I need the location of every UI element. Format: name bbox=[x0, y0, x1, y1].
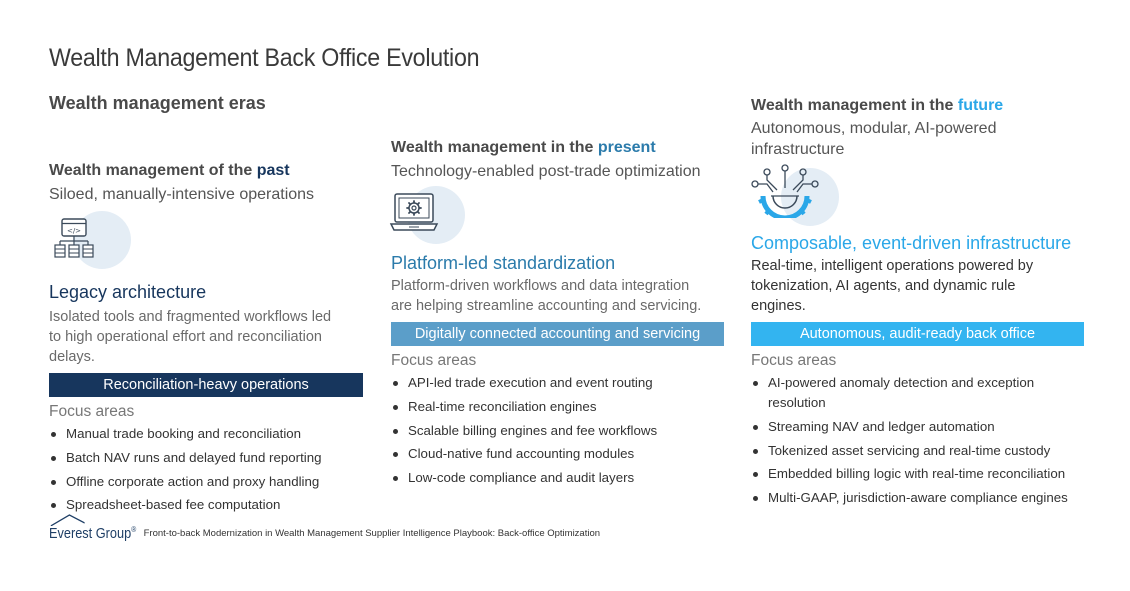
future-icon-area bbox=[751, 164, 841, 226]
ai-gear-network-icon bbox=[751, 164, 819, 218]
svg-text:</>: </> bbox=[67, 227, 81, 235]
present-era-subtitle: Technology-enabled post-trade optimizati… bbox=[391, 163, 701, 180]
present-era-title-prefix: Wealth management in the bbox=[391, 139, 598, 156]
past-era-title-highlight: past bbox=[256, 162, 290, 179]
present-icon-area bbox=[389, 184, 481, 246]
list-item: Scalable billing engines and fee workflo… bbox=[391, 421, 725, 441]
future-model-title: Composable, event-driven infrastructure bbox=[751, 233, 1072, 253]
present-focus-list: API-led trade execution and event routin… bbox=[391, 373, 725, 488]
future-era-subtitle: Autonomous, modular, AI-powered infrastr… bbox=[751, 120, 997, 158]
list-item: Cloud-native fund accounting modules bbox=[391, 444, 725, 464]
laptop-gear-icon bbox=[389, 193, 439, 231]
future-model-description: Real-time, intelligent operations powere… bbox=[751, 258, 1034, 314]
future-focus-label: Focus areas bbox=[751, 352, 837, 369]
present-model-title: Platform-led standardization bbox=[391, 253, 616, 273]
logo-text: Everest Group bbox=[49, 525, 132, 542]
list-item: API-led trade execution and event routin… bbox=[391, 373, 725, 393]
list-item: Multi-GAAP, jurisdiction-aware complianc… bbox=[751, 488, 1091, 508]
list-item: Offline corporate action and proxy handl… bbox=[49, 472, 365, 492]
everest-peak-icon bbox=[50, 514, 85, 526]
present-era-title: Wealth management in the present bbox=[391, 138, 725, 158]
past-era-title-prefix: Wealth management of the bbox=[49, 162, 257, 179]
present-model-description: Platform-driven workflows and data integ… bbox=[391, 278, 702, 314]
present-focus-label: Focus areas bbox=[391, 352, 477, 369]
past-model-title: Legacy architecture bbox=[49, 282, 207, 302]
past-icon-area: </> bbox=[49, 211, 139, 273]
past-era-subtitle: Siloed, manually-intensive operations bbox=[49, 186, 315, 203]
future-era-title-highlight: future bbox=[957, 97, 1004, 114]
list-item: Embedded billing logic with real-time re… bbox=[751, 464, 1091, 484]
footer: Everest Group® Front-to-back Modernizati… bbox=[49, 512, 600, 542]
past-banner: Reconciliation-heavy operations bbox=[49, 373, 363, 397]
present-banner: Digitally connected accounting and servi… bbox=[391, 322, 724, 346]
eras-heading: Wealth management eras bbox=[49, 93, 266, 113]
past-model-description: Isolated tools and fragmented workflows … bbox=[49, 309, 332, 365]
list-item: Low-code compliance and audit layers bbox=[391, 468, 725, 488]
past-era-column: Wealth management of the past Siloed, ma… bbox=[49, 161, 365, 519]
future-era-title-prefix: Wealth management in the bbox=[751, 97, 958, 114]
present-era-title-highlight: present bbox=[597, 139, 656, 156]
list-item: Batch NAV runs and delayed fund reportin… bbox=[49, 448, 365, 468]
past-focus-list: Manual trade booking and reconciliation … bbox=[49, 424, 365, 515]
list-item: Tokenized asset servicing and real-time … bbox=[751, 441, 1091, 461]
list-item: Manual trade booking and reconciliation bbox=[49, 424, 365, 444]
present-era-column: Wealth management in the present Technol… bbox=[389, 138, 725, 492]
page-title: Wealth Management Back Office Evolution bbox=[49, 44, 480, 72]
future-era-column: Wealth management in the future Autonomo… bbox=[751, 96, 1091, 512]
footer-caption: Front-to-back Modernization in Wealth Ma… bbox=[143, 528, 601, 539]
future-banner: Autonomous, audit-ready back office bbox=[751, 322, 1084, 346]
future-focus-list: AI-powered anomaly detection and excepti… bbox=[751, 373, 1091, 508]
legacy-architecture-icon: </> bbox=[54, 218, 94, 258]
past-era-title: Wealth management of the past bbox=[49, 161, 365, 181]
logo-mark: ® bbox=[131, 525, 137, 534]
list-item: AI-powered anomaly detection and excepti… bbox=[751, 373, 1068, 413]
future-era-title: Wealth management in the future bbox=[751, 96, 1091, 116]
past-focus-label: Focus areas bbox=[49, 403, 135, 420]
list-item: Real-time reconciliation engines bbox=[391, 397, 725, 417]
everest-group-logo: Everest Group® bbox=[49, 514, 137, 542]
list-item: Spreadsheet-based fee computation bbox=[49, 495, 365, 515]
list-item: Streaming NAV and ledger automation bbox=[751, 417, 1091, 437]
